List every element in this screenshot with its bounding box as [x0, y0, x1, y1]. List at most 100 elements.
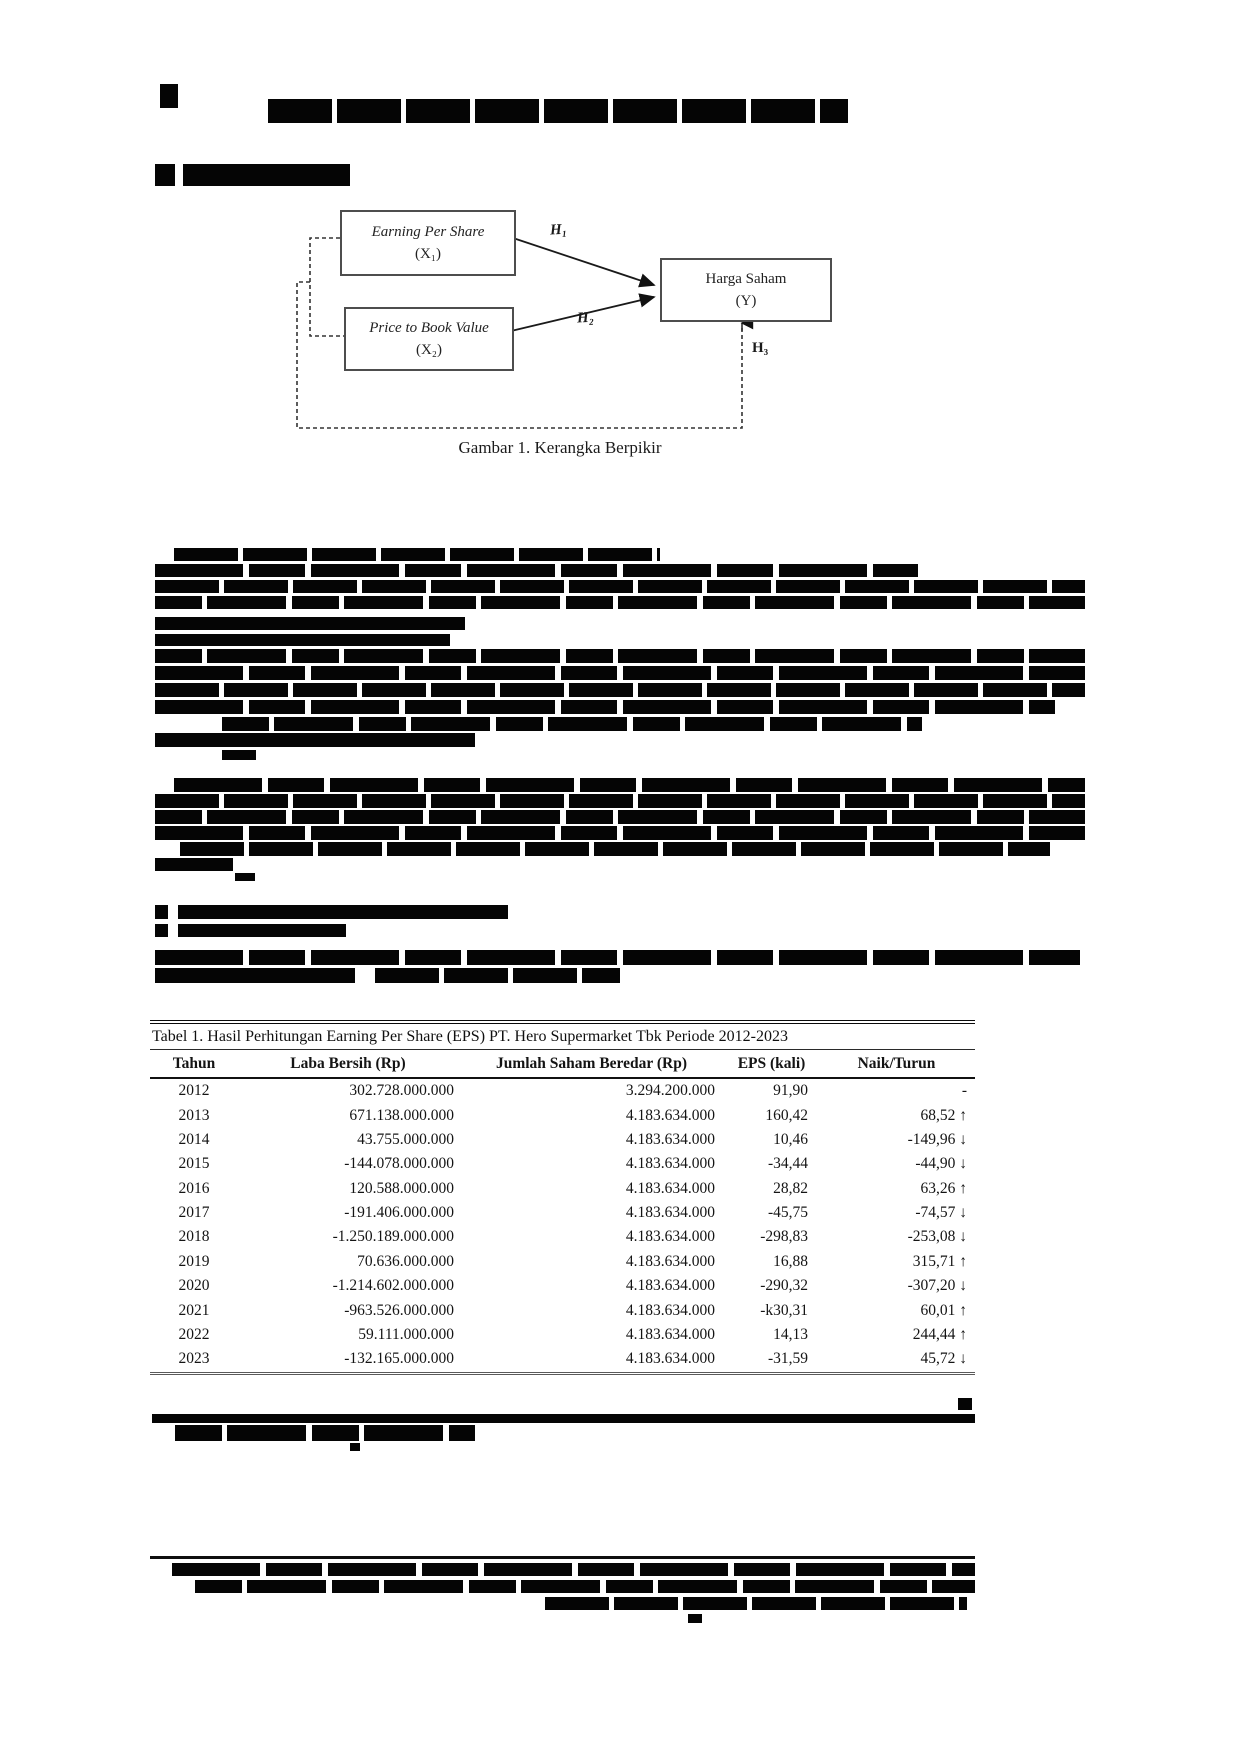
column-header-eps: EPS (kali) — [725, 1050, 818, 1079]
cell-laba-bersih: -963.526.000.000 — [344, 1301, 454, 1319]
cell-eps: 28,82 — [773, 1179, 808, 1197]
column-header-naik: Naik/Turun — [818, 1050, 975, 1079]
cell-naik-turun: 244,44 ↑ — [912, 1325, 967, 1343]
cell-laba-bersih: -1.214.602.000.000 — [332, 1277, 454, 1295]
scan-artifact — [160, 84, 178, 108]
table-row: 2022 59.111.000.000 4.183.634.000 14,13 … — [150, 1323, 975, 1347]
cell-laba-bersih: -191.406.000.000 — [344, 1204, 454, 1222]
redacted-subheading — [155, 617, 465, 630]
cell-laba-bersih: -132.165.000.000 — [238, 1347, 458, 1375]
cell-naik-turun: 315,71 ↑ — [912, 1252, 967, 1270]
redacted-heading — [178, 924, 346, 937]
cell-tahun: 2023 — [150, 1347, 238, 1375]
cell-jumlah-saham: 4.183.634.000 — [625, 1106, 715, 1124]
footer-rule — [150, 1556, 975, 1559]
h2-hypothesis-label: H₂ — [576, 309, 595, 327]
redacted-text — [155, 826, 1085, 840]
cell-naik-turun: 60,01 ↑ — [920, 1301, 968, 1319]
cell-laba-bersih: 120.588.000.000 — [349, 1179, 454, 1197]
redacted-heading — [183, 164, 350, 186]
table-row: 2017 -191.406.000.000 4.183.634.000 -45,… — [150, 1201, 975, 1225]
table-row: 2016 120.588.000.000 4.183.634.000 28,82… — [150, 1177, 975, 1201]
column-header-laba: Laba Bersih (Rp) — [238, 1050, 458, 1079]
redacted-heading-marker — [155, 924, 168, 937]
redacted-text — [155, 596, 1085, 609]
redacted-text — [174, 548, 660, 561]
harga-saham-box-symbol: (Y) — [735, 292, 757, 309]
column-header-saham: Jumlah Saham Beredar (Rp) — [458, 1050, 725, 1079]
cell-naik-turun: 45,72 ↓ — [818, 1347, 975, 1375]
redacted-title — [268, 99, 848, 123]
cell-jumlah-saham: 4.183.634.000 — [625, 1252, 715, 1270]
cell-tahun: 2015 — [178, 1155, 210, 1173]
cell-eps: 91,90 — [773, 1082, 808, 1100]
cell-jumlah-saham: 4.183.634.000 — [625, 1155, 715, 1173]
cell-jumlah-saham: 4.183.634.000 — [625, 1130, 715, 1148]
table-row: 2012 302.728.000.000 3.294.200.000 91,90… — [150, 1078, 975, 1103]
cell-tahun: 2016 — [178, 1179, 210, 1197]
table-header-row: Tahun Laba Bersih (Rp) Jumlah Saham Bere… — [150, 1050, 975, 1079]
pbv-box-label: Price to Book Value — [369, 319, 489, 336]
cell-tahun: 2019 — [178, 1252, 210, 1270]
table-row: 2014 43.755.000.000 4.183.634.000 10,46 … — [150, 1128, 975, 1152]
pbv-box-symbol: (X₂) — [415, 341, 443, 358]
cell-laba-bersih: 302.728.000.000 — [349, 1082, 454, 1100]
framework-diagram-lines — [296, 237, 754, 429]
redacted-text — [155, 700, 1055, 714]
cell-eps: -34,44 — [767, 1155, 808, 1173]
cell-jumlah-saham: 4.183.634.000 — [625, 1204, 715, 1222]
table-title: Tabel 1. Hasil Perhitungan Earning Per S… — [150, 1020, 975, 1050]
redacted-footnote — [195, 1580, 975, 1593]
cell-naik-turun: -74,57 ↓ — [915, 1204, 967, 1222]
redacted-footnote — [545, 1597, 967, 1610]
redacted-text — [174, 778, 1085, 792]
redacted-text — [155, 950, 1080, 965]
pbv-box: Price to Book Value (X₂) — [344, 307, 514, 371]
redacted-heading — [178, 905, 508, 919]
cell-naik-turun: -149,96 ↓ — [907, 1130, 967, 1148]
cell-naik-turun: -307,20 ↓ — [907, 1277, 967, 1295]
cell-laba-bersih: 59.111.000.000 — [358, 1325, 454, 1343]
cell-naik-turun: -44,90 ↓ — [915, 1155, 967, 1173]
redacted-text — [222, 717, 922, 731]
redacted-text — [155, 968, 355, 983]
redacted-table-source — [175, 1425, 475, 1441]
column-header-tahun: Tahun — [150, 1050, 238, 1079]
scan-artifact — [958, 1398, 972, 1410]
cell-jumlah-saham: 4.183.634.000 — [625, 1228, 715, 1246]
table-row: 2021 -963.526.000.000 4.183.634.000 -k30… — [150, 1298, 975, 1322]
cell-naik-turun: 63,26 ↑ — [920, 1179, 968, 1197]
cell-laba-bersih: -1.250.189.000.000 — [332, 1228, 454, 1246]
cell-laba-bersih: 70.636.000.000 — [357, 1252, 454, 1270]
cell-naik-turun: 68,52 ↑ — [920, 1106, 968, 1124]
table-row: 2013 671.138.000.000 4.183.634.000 160,4… — [150, 1103, 975, 1127]
cell-eps: -k30,31 — [760, 1301, 808, 1319]
cell-eps: 160,42 — [765, 1106, 808, 1124]
redacted-subheading — [155, 634, 450, 646]
table-row: 2019 70.636.000.000 4.183.634.000 16,88 … — [150, 1250, 975, 1274]
redacted-text — [155, 794, 1085, 808]
cell-jumlah-saham: 4.183.634.000 — [458, 1347, 725, 1375]
cell-jumlah-saham: 3.294.200.000 — [625, 1082, 715, 1100]
eps-table: Tahun Laba Bersih (Rp) Jumlah Saham Bere… — [150, 1050, 975, 1375]
harga-saham-box: Harga Saham (Y) — [660, 258, 832, 322]
cell-laba-bersih: 671.138.000.000 — [349, 1106, 454, 1124]
redacted-text — [155, 564, 918, 577]
redacted-text — [155, 810, 1085, 824]
redacted-text — [155, 666, 1085, 680]
h3-hypothesis-label: H₃ — [752, 340, 769, 356]
cell-eps: 14,13 — [773, 1325, 808, 1343]
cell-tahun: 2020 — [178, 1277, 210, 1295]
redacted-text — [155, 858, 233, 871]
eps-box-label: Earning Per Share — [371, 223, 485, 240]
cell-tahun: 2013 — [178, 1106, 210, 1124]
cell-eps: -45,75 — [767, 1204, 808, 1222]
cell-eps: -290,32 — [760, 1277, 808, 1295]
h1-hypothesis-label: H₁ — [549, 221, 568, 239]
cell-tahun: 2021 — [178, 1301, 210, 1319]
figure-caption: Gambar 1. Kerangka Berpikir — [458, 438, 662, 457]
cell-eps: -31,59 — [725, 1347, 818, 1375]
table-1: Tabel 1. Hasil Perhitungan Earning Per S… — [150, 1020, 975, 1375]
cell-naik-turun: -253,08 ↓ — [907, 1228, 967, 1246]
redacted-text — [152, 1414, 975, 1423]
